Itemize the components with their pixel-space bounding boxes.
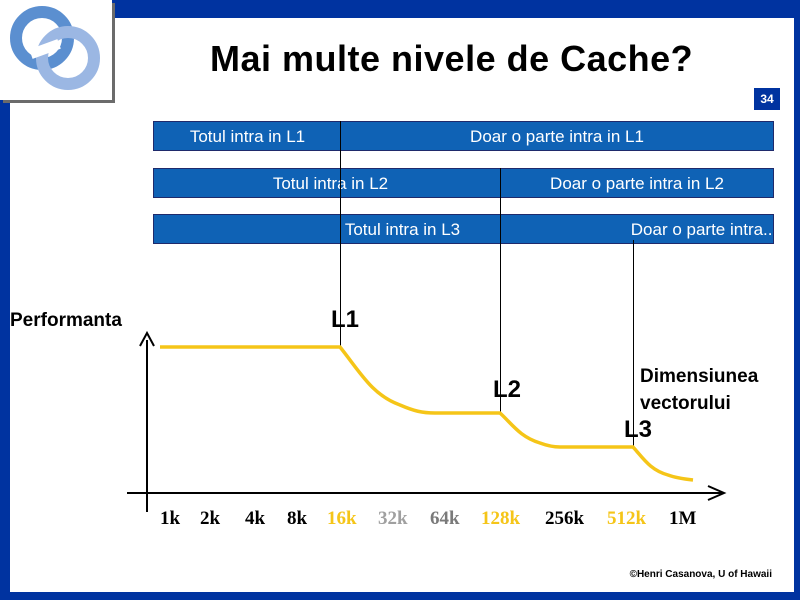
bar-l3-left: Totul intra in L3 [344, 220, 461, 239]
credit-text: ©Henri Casanova, U of Hawaii [629, 569, 772, 580]
divider-l3 [633, 240, 634, 446]
tick-label: 16k [327, 508, 357, 529]
marker-l1: L1 [331, 306, 360, 333]
tick-label: 32k [378, 508, 408, 529]
x-axis-arrow [707, 485, 727, 501]
tick-label: 4k [245, 508, 266, 529]
slide-title: Mai multe nivele de Cache? [210, 38, 694, 79]
logo-icon [10, 6, 100, 90]
bar-l2: Totul intra in L2 Doar o parte intra in … [153, 168, 774, 198]
x-axis-label-line1: Dimensiunea [640, 366, 759, 387]
x-axis-label-line2: vectorului [640, 393, 731, 414]
performance-curve [160, 345, 694, 482]
bar-l3-right: Doar o parte intra... [630, 220, 778, 239]
bar-l1-right: Doar o parte intra in L1 [470, 127, 644, 146]
slide-canvas [10, 18, 794, 592]
tick-label: 1k [160, 508, 181, 529]
y-axis-arrow [139, 330, 155, 347]
bar-l1-left: Totul intra in L1 [189, 127, 306, 146]
tick-label: 8k [287, 508, 308, 529]
tick-label: 64k [430, 508, 460, 529]
tick-label: 256k [545, 508, 585, 529]
tick-label: 512k [607, 508, 647, 529]
tick-label: 1M [669, 508, 697, 529]
title-box [118, 18, 784, 102]
bar-l1: Totul intra in L1 Doar o parte intra in … [153, 121, 774, 151]
logo [0, 0, 112, 100]
tick-label: 2k [200, 508, 221, 529]
bar-l2-right: Doar o parte intra in L2 [550, 174, 724, 193]
divider-l2 [500, 168, 501, 414]
tick-label: 128k [481, 508, 521, 529]
slide-number: 34 [754, 88, 780, 110]
divider-l1 [340, 121, 341, 347]
marker-l3: L3 [624, 416, 653, 443]
y-axis-label: Performanta [10, 310, 122, 331]
marker-l2: L2 [493, 376, 522, 403]
bar-l3: Totul intra in L3 Doar o parte intra... [153, 214, 777, 244]
bar-l2-left: Totul intra in L2 [272, 174, 389, 193]
